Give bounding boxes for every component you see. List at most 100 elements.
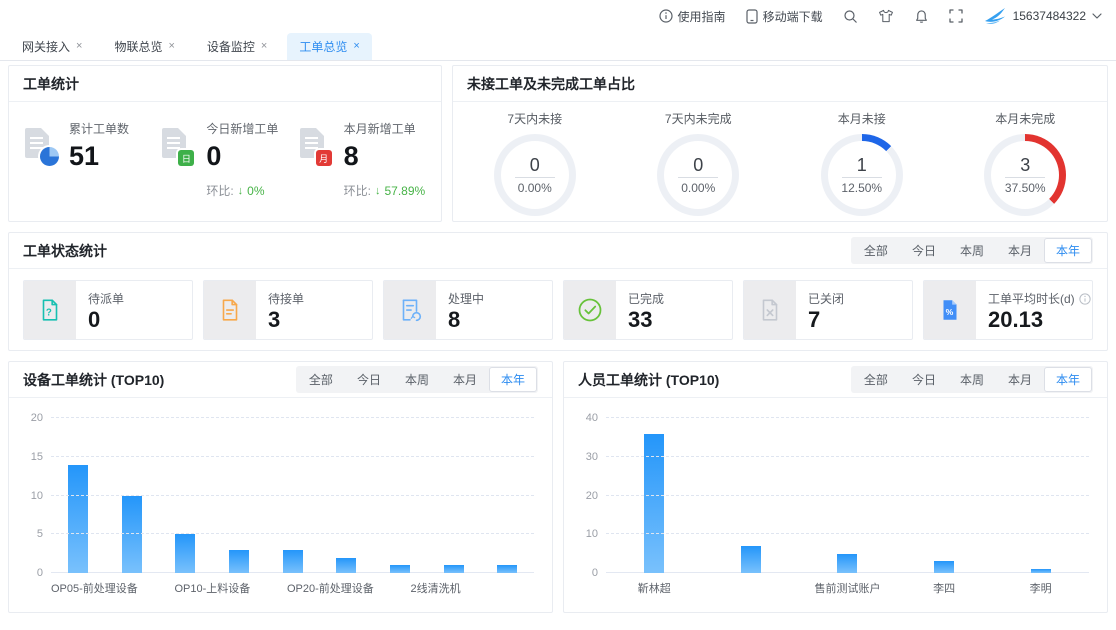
y-tick-label: 30 xyxy=(585,450,598,463)
panel-title: 设备工单统计 (TOP10) xyxy=(23,371,165,388)
stat-total-orders: 累计工单数 51 xyxy=(23,118,160,222)
phone-icon xyxy=(745,8,758,24)
guide-label: 使用指南 xyxy=(677,9,726,24)
bar xyxy=(121,495,142,573)
chevron-down-icon xyxy=(1092,13,1102,19)
donut-ring: 1 12.50% xyxy=(820,134,903,216)
filter-option[interactable]: 本周 xyxy=(959,244,984,258)
work-order-stats-panel: 工单统计 累计工单数 51 日 今日新增工单 0 环比: ↓ 0% xyxy=(8,65,442,222)
mobile-download-link[interactable]: 移动端下载 xyxy=(745,8,823,25)
y-tick-label: 15 xyxy=(30,450,43,463)
down-arrow-icon: ↓ xyxy=(375,184,381,197)
bar xyxy=(740,545,761,573)
x-axis-labels: OP05-前处理设备 OP10-上料设备 OP20-前处理设备 2线清洗机 xyxy=(51,573,534,595)
filter-option[interactable]: 本月 xyxy=(1007,373,1032,387)
bar xyxy=(175,534,196,573)
bar xyxy=(389,565,410,573)
guide-link[interactable]: 使用指南 xyxy=(658,8,726,25)
bar xyxy=(443,565,464,573)
tab-gateway-access[interactable]: 网关接入 × xyxy=(22,39,83,54)
bar xyxy=(282,549,303,573)
y-axis: 0 10 20 30 40 xyxy=(572,412,606,579)
x-axis-labels: 靳林超 售前测试账户 李四 李明 xyxy=(606,573,1089,595)
panel-title: 人员工单统计 (TOP10) xyxy=(578,371,720,388)
filter-option[interactable]: 本年 xyxy=(1043,238,1092,263)
gridline xyxy=(606,417,1089,418)
tab-device-monitor[interactable]: 设备监控 × xyxy=(206,39,268,54)
bar xyxy=(644,433,665,573)
brand-swallow-logo xyxy=(984,8,1005,25)
filter-option[interactable]: 今日 xyxy=(911,244,936,258)
notifications-button[interactable] xyxy=(914,9,929,24)
top-bar: 使用指南 移动端下载 15637484322 xyxy=(0,0,1116,32)
bar xyxy=(1030,569,1051,573)
bars xyxy=(51,418,534,573)
filter-option[interactable]: 本月 xyxy=(452,373,477,387)
status-card-avg-duration: % 工单平均时长(d) 20.13 xyxy=(923,280,1093,340)
filter-option[interactable]: 全部 xyxy=(863,244,888,258)
x-tick-label: 2线清洗机 xyxy=(410,583,461,595)
status-card-pending-dispatch: ? 待派单 0 xyxy=(23,280,193,340)
x-tick-label: OP05-前处理设备 xyxy=(51,583,138,595)
bar xyxy=(336,557,357,573)
theme-button[interactable] xyxy=(878,9,894,23)
account-number: 15637484322 xyxy=(1012,9,1086,23)
doc-refresh-icon xyxy=(384,281,436,339)
donut-month-unaccepted: 本月未接 1 12.50% xyxy=(780,110,944,222)
x-tick-label: 李明 xyxy=(1029,583,1052,595)
y-tick-label: 0 xyxy=(591,567,598,579)
bar xyxy=(228,549,249,573)
search-icon xyxy=(843,9,857,23)
panel-title: 工单状态统计 xyxy=(23,242,107,259)
bar xyxy=(934,561,955,573)
donut-ring: 0 0.00% xyxy=(657,134,740,216)
y-tick-label: 10 xyxy=(30,489,43,502)
close-icon[interactable]: × xyxy=(168,39,175,52)
svg-text:?: ? xyxy=(46,307,52,318)
theme-shirt-icon xyxy=(878,9,893,23)
gridline xyxy=(51,417,534,418)
y-axis: 0 5 10 15 20 xyxy=(17,412,51,579)
filter-option[interactable]: 本周 xyxy=(959,373,984,387)
filter-option[interactable]: 本年 xyxy=(1043,367,1092,392)
filter-option[interactable]: 全部 xyxy=(863,373,888,387)
x-tick-label: 售前测试账户 xyxy=(814,583,881,595)
x-tick-label: 靳林超 xyxy=(637,583,671,595)
panel-title: 未接工单及未完成工单占比 xyxy=(467,75,635,92)
filter-option[interactable]: 今日 xyxy=(356,373,381,387)
fullscreen-button[interactable] xyxy=(948,9,963,23)
x-tick-label: OP20-前处理设备 xyxy=(287,583,374,595)
filter-option[interactable]: 本周 xyxy=(404,373,429,387)
y-tick-label: 20 xyxy=(30,412,43,424)
tab-work-order-overview[interactable]: 工单总览 × xyxy=(287,32,372,60)
donut-month-unfinished: 本月未完成 3 37.50% xyxy=(944,110,1108,222)
account-menu[interactable]: 15637484322 xyxy=(983,7,1102,25)
close-icon[interactable]: × xyxy=(353,39,360,52)
doc-calendar-day-icon: 日 xyxy=(160,128,196,166)
bar xyxy=(497,565,518,573)
status-card-closed: 已关闭 7 xyxy=(743,280,913,340)
y-tick-label: 5 xyxy=(36,528,43,541)
close-icon[interactable]: × xyxy=(76,39,83,52)
bars xyxy=(606,418,1089,573)
bell-icon xyxy=(915,9,927,23)
y-tick-label: 20 xyxy=(585,489,598,502)
personnel-work-order-chart-panel: 人员工单统计 (TOP10) 全部 今日 本周 本月 本年 0 10 20 30 40 靳林超 售… xyxy=(563,361,1108,613)
search-button[interactable] xyxy=(843,9,858,24)
x-tick-label: OP10-上料设备 xyxy=(174,583,251,595)
download-label: 移动端下载 xyxy=(762,9,823,24)
close-icon[interactable]: × xyxy=(260,39,268,52)
device-work-order-chart-panel: 设备工单统计 (TOP10) 全部 今日 本周 本月 本年 0 5 10 15 20 OP05-… xyxy=(8,361,553,613)
donut-ring: 3 37.50% xyxy=(984,134,1067,216)
filter-option[interactable]: 本年 xyxy=(488,367,537,392)
work-order-status-panel: 工单状态统计 全部 今日 本周 本月 本年 ? 待派单 0 待接单 3 处理中 8 xyxy=(8,232,1108,351)
filter-option[interactable]: 本月 xyxy=(1007,244,1032,258)
tab-iot-overview[interactable]: 物联总览 × xyxy=(114,39,175,54)
down-arrow-icon: ↓ xyxy=(237,184,244,197)
filter-option[interactable]: 今日 xyxy=(911,373,936,387)
gridline xyxy=(51,494,534,496)
filter-option[interactable]: 全部 xyxy=(308,373,333,387)
bar xyxy=(837,553,858,573)
device-bar-chart: 0 5 10 15 20 OP05-前处理设备 OP10-上料设备 OP20-前处理设备 2线… xyxy=(17,412,534,595)
info-icon[interactable] xyxy=(1079,292,1091,305)
